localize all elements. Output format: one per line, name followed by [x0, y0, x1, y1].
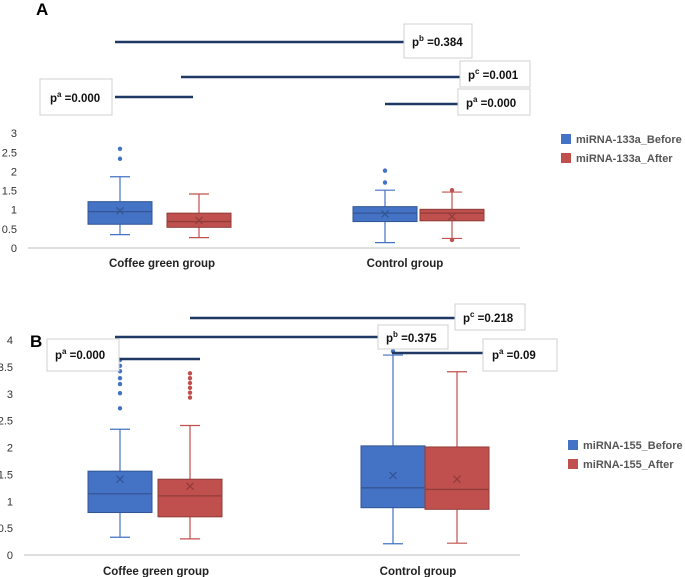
legend-label: miRNA-133a_After — [576, 153, 673, 165]
svg-text:pa =0.000: pa =0.000 — [55, 347, 105, 362]
outlier-point — [187, 371, 193, 376]
legend-label: miRNA-155_After — [583, 459, 674, 471]
svg-text:pc =0.001: pc =0.001 — [468, 67, 519, 82]
outlier-point — [187, 380, 193, 386]
box-plot — [352, 168, 418, 244]
outlier-point — [117, 381, 123, 387]
p-value-label: pc =0.218 — [454, 303, 526, 331]
outlier-point — [449, 237, 455, 243]
box-plot — [157, 371, 223, 540]
y-tick-label: 3 — [11, 128, 17, 140]
outlier-point — [382, 180, 388, 185]
legend-a: miRNA-133a_Before miRNA-133a_After — [561, 134, 682, 165]
p-value-label: pa =0.000 — [39, 78, 113, 116]
box-iqr — [157, 478, 223, 518]
boxes-b — [87, 349, 490, 545]
box-plot — [87, 146, 153, 236]
svg-text:pb =0.375: pb =0.375 — [386, 330, 437, 345]
mean-marker — [186, 482, 194, 491]
y-tick-label: 2 — [11, 166, 17, 178]
mean-marker — [448, 212, 456, 221]
outlier-point — [382, 168, 388, 173]
outlier-point — [117, 375, 123, 381]
category-label: Control group — [380, 566, 457, 577]
outlier-point — [117, 156, 123, 161]
y-tick-label: 3 — [7, 389, 13, 401]
mean-marker — [116, 206, 124, 215]
y-tick-label: 2.5 — [0, 416, 13, 428]
y-tick-label: 1.5 — [0, 469, 13, 481]
outlier-point — [187, 390, 193, 395]
y-tick-label: 0.5 — [2, 224, 17, 236]
y-tick-label: 2.5 — [2, 147, 17, 159]
outlier-point — [117, 146, 123, 152]
outlier-point — [117, 406, 123, 411]
p-value-label: pb =0.384 — [403, 23, 473, 59]
panel-label-b: B — [30, 332, 42, 351]
y-axis-b: 0 0.5 1 1.5 2 2.5 3 3.5 4 — [0, 335, 13, 562]
svg-text:pa =0.000: pa =0.000 — [466, 95, 516, 110]
legend-label: miRNA-133a_Before — [576, 134, 682, 146]
legend-b: miRNA-155_Before miRNA-155_After — [568, 440, 683, 471]
y-tick-label: 3.5 — [0, 362, 13, 374]
box-plot — [360, 349, 426, 545]
category-label: Coffee green group — [103, 566, 209, 577]
svg-text:pb =0.384: pb =0.384 — [412, 34, 463, 49]
mean-marker — [453, 475, 461, 484]
outlier-point — [187, 385, 193, 391]
legend-label: miRNA-155_Before — [583, 440, 683, 452]
panel-label-a: A — [36, 0, 48, 19]
box-iqr — [419, 208, 485, 222]
outlier-point — [187, 375, 193, 381]
mean-marker — [195, 216, 203, 225]
y-tick-label: 4 — [7, 335, 13, 347]
p-value-label: pa =0.000 — [457, 88, 531, 116]
p-value-label: pb =0.375 — [377, 324, 449, 350]
p-value-label: pc =0.001 — [459, 60, 531, 88]
mean-marker — [389, 471, 397, 480]
legend-swatch — [568, 440, 578, 450]
boxes-a — [87, 146, 485, 244]
y-tick-label: 1 — [7, 496, 13, 508]
box-plot — [87, 357, 153, 538]
box-iqr — [87, 470, 153, 514]
y-axis-a: 0 0.5 1 1.5 2 2.5 3 — [2, 128, 17, 255]
box-plot — [424, 371, 490, 544]
legend-swatch — [568, 459, 578, 469]
legend-swatch — [561, 153, 571, 163]
svg-text:pa =0.000: pa =0.000 — [50, 90, 100, 105]
box-iqr — [87, 201, 153, 225]
y-tick-label: 2 — [7, 443, 13, 455]
mean-marker — [116, 475, 124, 484]
svg-text:pc =0.218: pc =0.218 — [463, 310, 514, 325]
outlier-point — [117, 391, 123, 396]
p-value-label: pa =0.000 — [46, 338, 120, 372]
box-plot — [419, 187, 485, 243]
svg-text:pa =0.09: pa =0.09 — [492, 347, 536, 362]
box-plot — [166, 193, 232, 239]
p-value-label: pa =0.09 — [482, 338, 558, 372]
panel-b: B 0 0.5 1 1.5 2 2.5 3 3.5 4 Coffee green group C… — [0, 303, 683, 577]
category-label: Control group — [367, 258, 444, 270]
box-iqr — [424, 446, 490, 510]
y-tick-label: 1 — [11, 205, 17, 217]
category-label: Coffee green group — [109, 258, 215, 270]
y-tick-label: 1.5 — [2, 186, 17, 198]
outlier-point — [187, 395, 193, 400]
y-tick-label: 0.5 — [0, 523, 13, 535]
y-tick-label: 0 — [7, 550, 13, 562]
mean-marker — [381, 209, 389, 218]
y-tick-label: 0 — [11, 243, 17, 255]
legend-swatch — [561, 134, 571, 144]
panel-a: A 0 0.5 1 1.5 2 2.5 3 Coffee green group Contr… — [2, 0, 682, 270]
outlier-point — [449, 187, 455, 193]
box-iqr — [360, 445, 426, 509]
